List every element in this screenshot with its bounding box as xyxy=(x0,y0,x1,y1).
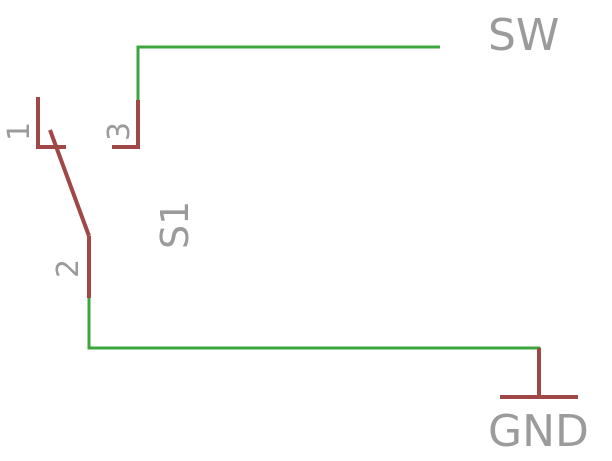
switch-s1-symbol[interactable] xyxy=(36,97,140,298)
wire-sw-net[interactable] xyxy=(136,45,440,100)
net-label-gnd: GND xyxy=(488,406,589,457)
pin-1-label: 1 xyxy=(2,122,37,141)
net-label-sw: SW xyxy=(488,10,559,61)
component-ref-label: S1 xyxy=(153,201,197,249)
pin-3-label: 3 xyxy=(102,122,137,141)
pin-2-label: 2 xyxy=(51,259,86,278)
pin-3-lead xyxy=(112,100,140,149)
switch-lever xyxy=(48,129,91,237)
wire-gnd-net[interactable] xyxy=(87,298,541,362)
gnd-symbol[interactable] xyxy=(500,348,578,399)
